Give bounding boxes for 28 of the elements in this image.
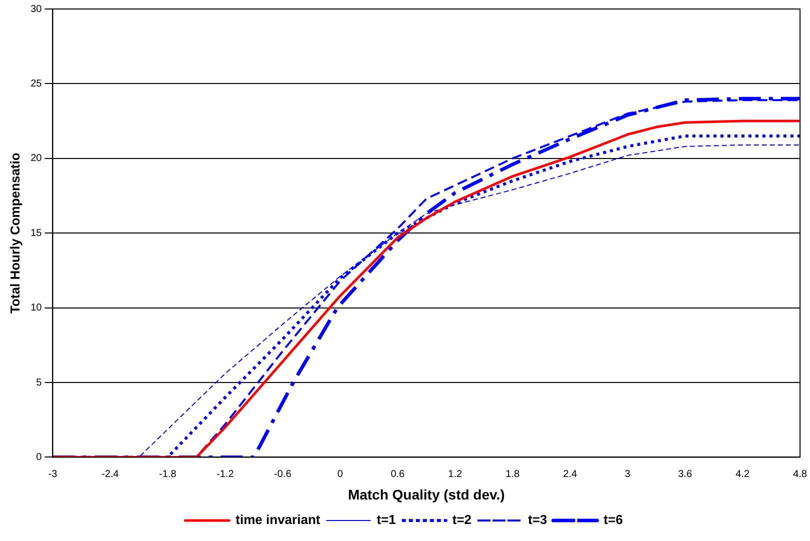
x-tick-label: -0.6 xyxy=(274,468,292,480)
x-tick-label: 2.4 xyxy=(563,468,578,480)
legend-label: t=2 xyxy=(452,512,472,528)
y-tick-label: 10 xyxy=(30,302,42,314)
x-tick-label: 4.8 xyxy=(793,468,808,480)
y-tick-label: 15 xyxy=(30,228,42,239)
x-tick-label: 3.6 xyxy=(678,468,692,480)
x-tick-label: -3 xyxy=(48,468,58,480)
legend-label: t=1 xyxy=(376,512,396,528)
y-axis-title: Total Hourly Compensatio xyxy=(7,152,22,314)
x-tick-label: -1.8 xyxy=(159,468,177,480)
y-tick-label: 0 xyxy=(36,452,42,463)
x-axis-title: Match Quality (std dev.) xyxy=(348,486,505,502)
x-tick-label: 4.2 xyxy=(736,468,750,480)
y-tick-label: 5 xyxy=(36,377,42,388)
x-tick-label: 0 xyxy=(337,468,344,480)
y-tick-label: 30 xyxy=(30,4,42,15)
x-tick-label: -1.2 xyxy=(216,468,234,480)
legend-label: t=6 xyxy=(604,512,623,528)
x-tick-label: 1.2 xyxy=(448,468,463,480)
x-tick-label: 0.6 xyxy=(390,468,406,480)
x-tick-label: 1.8 xyxy=(506,468,520,480)
x-tick-label: -2.4 xyxy=(102,468,120,480)
legend-label: time invariant xyxy=(236,512,321,528)
y-tick-label: 25 xyxy=(30,78,42,90)
legend-label: t=3 xyxy=(528,512,548,528)
y-tick-label: 20 xyxy=(30,153,42,164)
x-tick-label: 3 xyxy=(624,468,631,480)
